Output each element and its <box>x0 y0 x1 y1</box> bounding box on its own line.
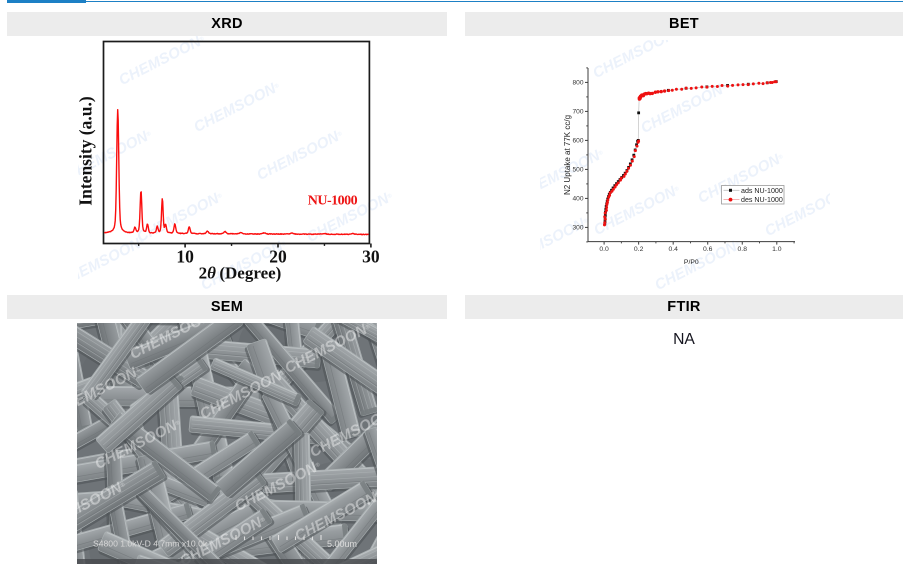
svg-text:400: 400 <box>572 196 583 203</box>
svg-text:5.00um: 5.00um <box>327 539 357 549</box>
svg-text:700: 700 <box>572 109 583 116</box>
svg-text:Intensity (a.u.): Intensity (a.u.) <box>78 96 96 206</box>
svg-text:20: 20 <box>269 247 287 267</box>
svg-text:CHEMSOON®: CHEMSOON® <box>78 233 148 290</box>
svg-text:CHEMSOON®: CHEMSOON® <box>116 36 208 89</box>
svg-text:1.0: 1.0 <box>772 246 782 253</box>
svg-text:P/P0: P/P0 <box>684 259 699 266</box>
svg-text:0.0: 0.0 <box>599 246 609 253</box>
svg-text:0.4: 0.4 <box>668 246 678 253</box>
svg-text:NU-1000: NU-1000 <box>308 194 358 209</box>
svg-text:S4800 1.0kV-D 4.7mm x10.0k: S4800 1.0kV-D 4.7mm x10.0k <box>93 539 208 549</box>
svg-text:N2 Uptake at 77K cc/g: N2 Uptake at 77K cc/g <box>563 115 572 195</box>
svg-text:ads NU-1000: ads NU-1000 <box>741 187 783 195</box>
svg-text:0.8: 0.8 <box>738 246 748 253</box>
svg-text:CHEMSOON®: CHEMSOON® <box>540 145 607 203</box>
svg-text:CHEMSOON®: CHEMSOON® <box>540 213 592 271</box>
svg-text:CHEMSOON®: CHEMSOON® <box>590 40 682 82</box>
svg-text:0.2: 0.2 <box>634 246 644 253</box>
svg-text:0.6: 0.6 <box>703 246 713 253</box>
svg-text:des NU-1000: des NU-1000 <box>741 196 783 204</box>
svg-text:CHEMSOON®: CHEMSOON® <box>254 126 346 184</box>
svg-text:30: 30 <box>362 247 380 267</box>
svg-text:800: 800 <box>572 80 583 87</box>
svg-text:CHEMSOON®: CHEMSOON® <box>191 78 283 136</box>
svg-text:CHEMSOON®: CHEMSOON® <box>134 188 226 246</box>
svg-text:2θ (Degree): 2θ (Degree) <box>199 264 282 283</box>
svg-text:500: 500 <box>572 167 583 174</box>
svg-text:10: 10 <box>176 247 194 267</box>
svg-text:600: 600 <box>572 138 583 145</box>
svg-text:300: 300 <box>572 225 583 232</box>
